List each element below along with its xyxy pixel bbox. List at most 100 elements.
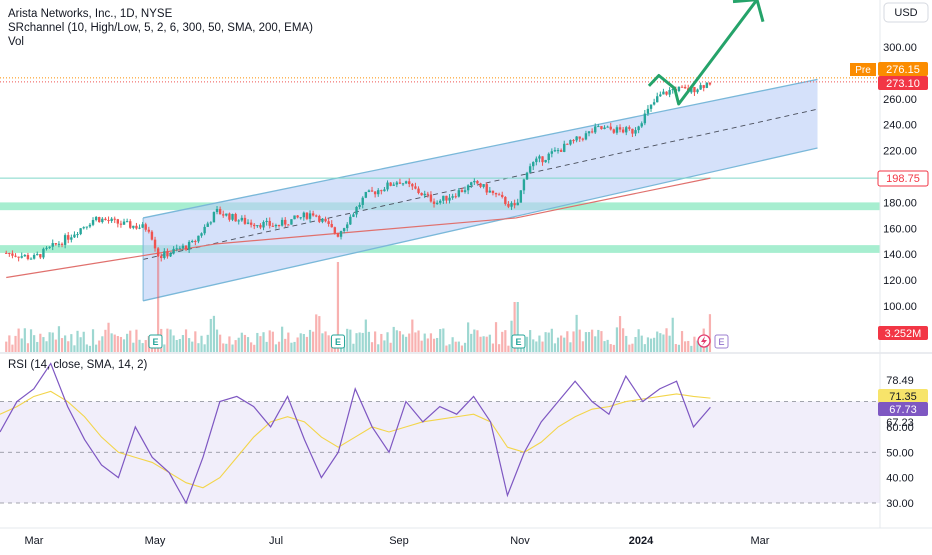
candle-body[interactable]: [222, 214, 225, 216]
candle-body[interactable]: [680, 86, 684, 88]
candle-body[interactable]: [631, 128, 634, 134]
candle-body[interactable]: [256, 225, 259, 227]
candle-body[interactable]: [333, 227, 337, 234]
candle-body[interactable]: [392, 184, 395, 186]
candle-body[interactable]: [501, 194, 504, 197]
candle-body[interactable]: [383, 189, 386, 192]
candle-body[interactable]: [287, 224, 290, 226]
candle-body[interactable]: [70, 237, 73, 240]
candle-body[interactable]: [349, 216, 352, 225]
candle-body[interactable]: [646, 108, 650, 114]
candle-body[interactable]: [389, 182, 392, 186]
candle-body[interactable]: [32, 255, 36, 259]
candle-body[interactable]: [110, 218, 113, 221]
candle-body[interactable]: [659, 94, 662, 97]
candle-body[interactable]: [271, 225, 275, 227]
candle-body[interactable]: [640, 123, 643, 127]
candle-body[interactable]: [94, 217, 98, 221]
candle-body[interactable]: [581, 138, 585, 140]
candle-body[interactable]: [401, 183, 405, 185]
candle-body[interactable]: [339, 231, 343, 237]
candle-body[interactable]: [417, 188, 420, 194]
candle-body[interactable]: [510, 203, 513, 207]
upcoming-earnings-icon[interactable]: [714, 334, 729, 349]
candle-body[interactable]: [305, 212, 309, 219]
candle-body[interactable]: [166, 251, 169, 257]
channel-upper-line[interactable]: [142, 78, 818, 219]
candle-body[interactable]: [67, 235, 70, 240]
candle-body[interactable]: [125, 221, 129, 223]
candle-body[interactable]: [268, 220, 271, 226]
candle-body[interactable]: [386, 182, 389, 190]
candle-body[interactable]: [107, 220, 110, 222]
candle-body[interactable]: [346, 224, 349, 229]
candle-body[interactable]: [336, 233, 340, 237]
candle-body[interactable]: [584, 133, 588, 140]
candle-body[interactable]: [20, 256, 23, 258]
candle-body[interactable]: [662, 91, 665, 95]
candle-body[interactable]: [48, 246, 51, 248]
candle-body[interactable]: [153, 239, 157, 249]
candle-body[interactable]: [699, 85, 702, 90]
candle-body[interactable]: [525, 172, 529, 180]
candle-body[interactable]: [63, 235, 67, 245]
candle-body[interactable]: [429, 194, 433, 202]
candle-body[interactable]: [51, 243, 54, 247]
candle-body[interactable]: [398, 182, 402, 184]
currency-button[interactable]: [883, 2, 929, 23]
candle-body[interactable]: [677, 86, 681, 92]
candle-body[interactable]: [39, 254, 42, 258]
candle-body[interactable]: [544, 159, 547, 163]
candle-body[interactable]: [696, 89, 699, 93]
candle-body[interactable]: [364, 191, 368, 198]
trend-arrow-line[interactable]: [647, 0, 759, 106]
candle-body[interactable]: [358, 204, 361, 207]
candle-body[interactable]: [191, 240, 194, 242]
candle-body[interactable]: [556, 150, 560, 152]
candle-body[interactable]: [104, 218, 107, 221]
candle-body[interactable]: [249, 222, 253, 225]
candle-body[interactable]: [566, 143, 569, 145]
candle-body[interactable]: [200, 233, 203, 236]
candle-body[interactable]: [535, 158, 538, 163]
candle-body[interactable]: [485, 184, 488, 193]
candle-body[interactable]: [243, 217, 247, 224]
candle-body[interactable]: [321, 218, 324, 222]
candle-body[interactable]: [237, 220, 240, 222]
candle-body[interactable]: [147, 229, 151, 232]
candle-body[interactable]: [491, 190, 495, 194]
candle-body[interactable]: [553, 150, 557, 152]
candle-body[interactable]: [284, 219, 287, 225]
rsi-line[interactable]: [0, 362, 711, 505]
candle-body[interactable]: [420, 193, 423, 196]
candle-body[interactable]: [361, 197, 364, 205]
candle-body[interactable]: [234, 214, 237, 222]
earnings-marker[interactable]: [330, 334, 345, 349]
candle-body[interactable]: [327, 221, 330, 224]
candle-body[interactable]: [367, 190, 371, 192]
candle-body[interactable]: [426, 193, 430, 195]
candle-body[interactable]: [457, 190, 461, 197]
candle-body[interactable]: [479, 183, 482, 187]
candle-body[interactable]: [156, 248, 160, 257]
candle-body[interactable]: [14, 255, 17, 257]
candle-body[interactable]: [634, 130, 637, 134]
candle-body[interactable]: [246, 222, 250, 224]
candle-body[interactable]: [215, 208, 219, 213]
candle-body[interactable]: [445, 195, 448, 201]
candle-body[interactable]: [308, 213, 312, 219]
candle-body[interactable]: [160, 256, 163, 259]
candle-body[interactable]: [594, 126, 597, 133]
candle-body[interactable]: [470, 182, 473, 186]
candle-body[interactable]: [8, 252, 11, 254]
candle-body[interactable]: [265, 220, 268, 222]
candle-body[interactable]: [197, 235, 200, 242]
candle-body[interactable]: [113, 218, 116, 220]
candle-body[interactable]: [11, 253, 14, 256]
candle-body[interactable]: [411, 184, 414, 187]
candle-body[interactable]: [342, 228, 346, 232]
candle-body[interactable]: [324, 218, 327, 222]
candle-body[interactable]: [60, 243, 64, 245]
candle-body[interactable]: [274, 224, 278, 227]
